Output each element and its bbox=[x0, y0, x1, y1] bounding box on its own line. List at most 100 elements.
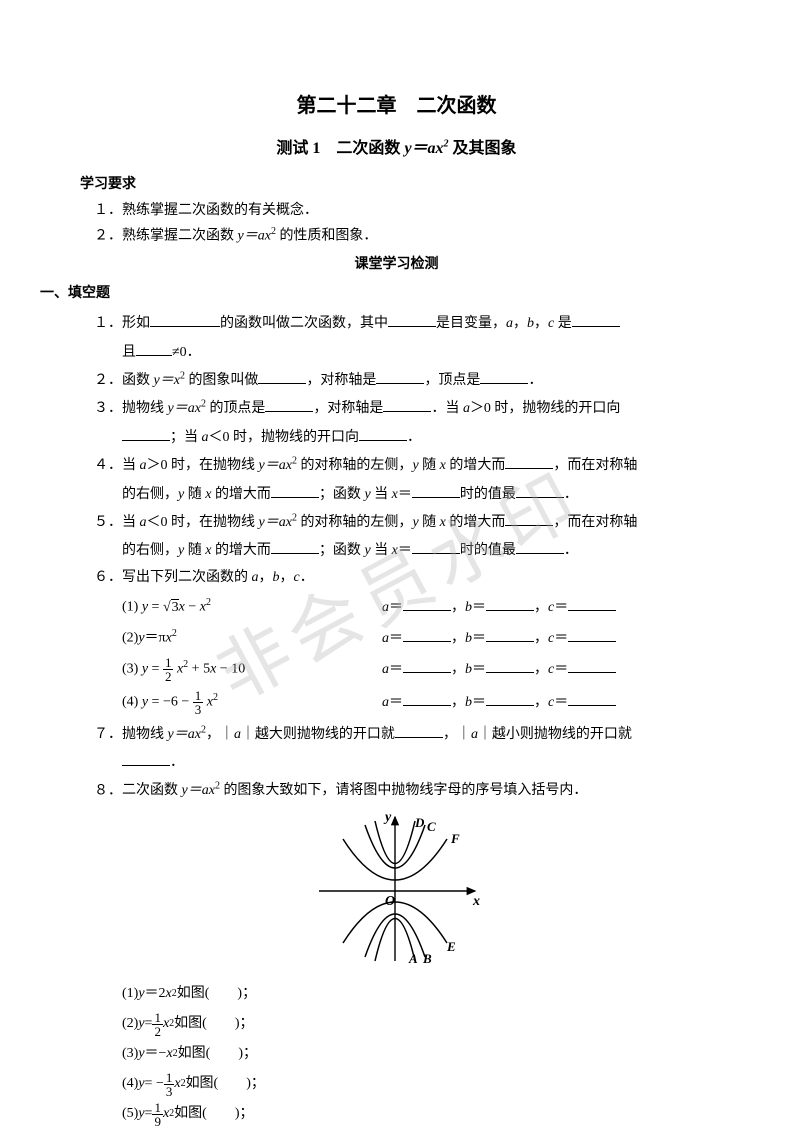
q4-t2b: 的右侧，y 随 x 的增大而 bbox=[122, 487, 271, 502]
q1-num: １． bbox=[94, 316, 122, 331]
q6-item-1-abc: a＝，b＝，c＝ bbox=[382, 595, 713, 619]
q7-t2: ，｜a｜越小则抛物线的开口就 bbox=[443, 727, 632, 742]
q8-item-4: (4) y = −13 x2 如图( )； bbox=[122, 1072, 713, 1096]
q6-item-4-abc: a＝，b＝，c＝ bbox=[382, 690, 713, 714]
q2-t1: 函数 y＝x2 的图象叫做 bbox=[122, 373, 258, 388]
q8-item-3: (3)y＝−x2 如图( )； bbox=[122, 1042, 713, 1066]
q3-num: ３． bbox=[94, 401, 122, 416]
question-1-cont: 且 ≠0． bbox=[122, 340, 713, 364]
q6-item-3: (3) y = 12 x2 + 5x − 10 a＝，b＝，c＝ bbox=[122, 656, 713, 683]
question-4-cont: 的右侧，y 随 x 的增大而 ；函数 y 当 x＝ 时的值最 ． bbox=[122, 482, 713, 506]
q2-num: ２． bbox=[94, 373, 122, 388]
blank bbox=[403, 626, 451, 642]
q6-text: 写出下列二次函数的 a，b，c． bbox=[122, 570, 314, 585]
question-7-cont: ． bbox=[122, 750, 713, 774]
q6-item-2: (2)y＝πx2 a＝，b＝，c＝ bbox=[122, 626, 713, 650]
test-title: 测试 1 二次函数 y＝ax2 及其图象 bbox=[80, 136, 713, 162]
q2-t2: ，对称轴是 bbox=[306, 373, 376, 388]
blank bbox=[388, 311, 436, 327]
blank bbox=[359, 425, 407, 441]
blank bbox=[271, 538, 319, 554]
blank bbox=[505, 453, 553, 469]
blank bbox=[150, 311, 220, 327]
blank bbox=[568, 595, 616, 611]
q4-t4: 时的值最 bbox=[460, 487, 516, 502]
blank bbox=[486, 690, 534, 706]
test-title-formula: y＝ax2 bbox=[404, 140, 448, 157]
svg-text:B: B bbox=[422, 951, 432, 966]
q4-t3: ；函数 y 当 x＝ bbox=[319, 487, 412, 502]
q4-t5: ． bbox=[564, 487, 578, 502]
blank bbox=[122, 750, 170, 766]
subsection-title: 课堂学习检测 bbox=[80, 254, 713, 276]
blank bbox=[383, 396, 431, 412]
svg-text:E: E bbox=[446, 939, 456, 954]
q8-list: (1)y＝2x2 如图( )； (2) y = 12 x2 如图( )； (3)… bbox=[122, 982, 713, 1126]
blank bbox=[486, 626, 534, 642]
q7-t1: 抛物线 y＝ax2，｜a｜越大则抛物线的开口就 bbox=[122, 727, 395, 742]
question-2: ２．函数 y＝x2 的图象叫做 ，对称轴是 ，顶点是 ． bbox=[94, 368, 713, 392]
q2-t3: ，顶点是 bbox=[424, 373, 480, 388]
question-3: ３．抛物线 y＝ax2 的顶点是，对称轴是．当 a＞0 时，抛物线的开口向 bbox=[94, 396, 713, 420]
section-heading: 学习要求 bbox=[80, 174, 713, 196]
blank bbox=[136, 340, 172, 356]
q5-t3: ；函数 y 当 x＝ bbox=[319, 543, 412, 558]
blank bbox=[480, 368, 528, 384]
q6-item-1: (1) y = 3x − x2 a＝，b＝，c＝ bbox=[122, 595, 713, 619]
blank bbox=[516, 538, 564, 554]
chapter-title: 第二十二章 二次函数 bbox=[80, 90, 713, 122]
q6-item-2-abc: a＝，b＝，c＝ bbox=[382, 626, 713, 650]
blank bbox=[122, 425, 170, 441]
svg-text:A: A bbox=[408, 951, 418, 966]
q5-t1: 当 a＜0 时，在抛物线 y＝ax2 的对称轴的左侧，y 随 x 的增大而 bbox=[122, 515, 505, 530]
blank bbox=[258, 368, 306, 384]
blank bbox=[568, 626, 616, 642]
q8-item-1: (1)y＝2x2 如图( )； bbox=[122, 982, 713, 1006]
q7-num: ７． bbox=[94, 727, 122, 742]
q8-item-5: (5) y = 19 x2 如图( )； bbox=[122, 1102, 713, 1126]
blank bbox=[412, 538, 460, 554]
question-6: ６．写出下列二次函数的 a，b，c． bbox=[94, 567, 713, 589]
graph-svg: y x O D C F A B E bbox=[307, 811, 487, 966]
svg-text:F: F bbox=[450, 831, 460, 846]
q3-t3: ．当 a＞0 时，抛物线的开口向 bbox=[431, 401, 620, 416]
q1-t3: 是目变量，a，b，c 是 bbox=[436, 316, 572, 331]
blank bbox=[265, 396, 313, 412]
q1-t5: ≠0． bbox=[172, 345, 201, 360]
blank bbox=[403, 595, 451, 611]
q2-t4: ． bbox=[528, 373, 542, 388]
blank bbox=[376, 368, 424, 384]
blank bbox=[572, 311, 620, 327]
test-title-prefix: 测试 1 二次函数 bbox=[276, 140, 404, 157]
q1-t4: 且 bbox=[122, 345, 136, 360]
q8-text: 二次函数 y＝ax2 的图象大致如下，请将图中抛物线字母的序号填入括号内． bbox=[122, 783, 587, 798]
q4-num: ４． bbox=[94, 458, 122, 473]
question-7: ７．抛物线 y＝ax2，｜a｜越大则抛物线的开口就 ，｜a｜越小则抛物线的开口就 bbox=[94, 722, 713, 746]
svg-text:C: C bbox=[427, 819, 436, 834]
question-1: １．形如的函数叫做二次函数，其中是目变量，a，b，c 是 bbox=[94, 311, 713, 335]
blank bbox=[505, 510, 553, 526]
question-3-cont: ；当 a＜0 时，抛物线的开口向． bbox=[122, 425, 713, 449]
q4-t2a: ，而在对称轴 bbox=[553, 458, 637, 473]
q4-t1: 当 a＞0 时，在抛物线 y＝ax2 的对称轴的左侧，y 随 x 的增大而 bbox=[122, 458, 505, 473]
q3-t1: 抛物线 y＝ax2 的顶点是 bbox=[122, 401, 265, 416]
requirement-1: １．熟练掌握二次函数的有关概念． bbox=[94, 200, 713, 222]
blank bbox=[568, 690, 616, 706]
q8-item-2: (2) y = 12 x2 如图( )； bbox=[122, 1012, 713, 1036]
parabola-graph: y x O D C F A B E bbox=[80, 811, 713, 974]
svg-text:y: y bbox=[383, 811, 392, 825]
q6-num: ６． bbox=[94, 570, 122, 585]
q5-t2a: ，而在对称轴 bbox=[553, 515, 637, 530]
question-8: ８．二次函数 y＝ax2 的图象大致如下，请将图中抛物线字母的序号填入括号内． bbox=[94, 779, 713, 803]
q5-t2b: 的右侧，y 随 x 的增大而 bbox=[122, 543, 271, 558]
question-5-cont: 的右侧，y 随 x 的增大而；函数 y 当 x＝时的值最． bbox=[122, 538, 713, 562]
q5-t4: 时的值最 bbox=[460, 543, 516, 558]
question-4: ４．当 a＞0 时，在抛物线 y＝ax2 的对称轴的左侧，y 随 x 的增大而 ，… bbox=[94, 453, 713, 477]
q6-item-3-abc: a＝，b＝，c＝ bbox=[382, 657, 713, 681]
q1-t1: 形如 bbox=[122, 316, 150, 331]
svg-text:O: O bbox=[385, 894, 395, 909]
blank bbox=[568, 657, 616, 673]
q6-item-1-formula: (1) y = 3x − x2 bbox=[122, 595, 382, 619]
svg-text:x: x bbox=[472, 894, 480, 909]
blank bbox=[486, 595, 534, 611]
